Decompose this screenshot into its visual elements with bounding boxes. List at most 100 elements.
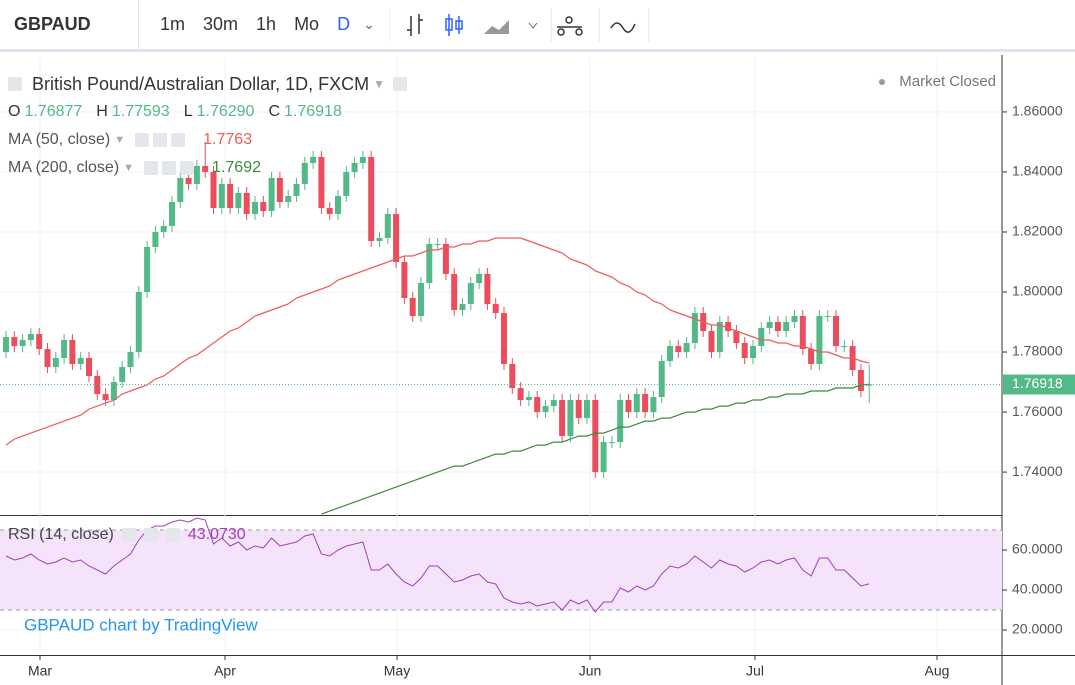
candle-body — [675, 346, 682, 353]
interval[interactable]: 1h — [256, 14, 277, 34]
gear-icon[interactable] — [162, 161, 177, 175]
candle-body — [351, 162, 358, 172]
candle-body — [69, 340, 76, 365]
candle-body — [758, 328, 765, 347]
indicators-icon[interactable] — [556, 15, 583, 36]
interval[interactable]: 30m — [203, 14, 239, 34]
status-dot — [879, 79, 885, 85]
interval[interactable]: 1m — [160, 14, 186, 34]
candle-body — [235, 192, 242, 208]
toolbar: GBPAUD 1m 30m 1h Mo D ⌄ — [0, 0, 1075, 52]
rsi-name: RSI (14, close) — [8, 526, 114, 543]
candle-body — [260, 201, 267, 211]
candle-body — [152, 231, 159, 247]
ohlc-value: 1.77593 — [111, 103, 170, 120]
candle-body — [550, 400, 557, 407]
y-tick-label: 1.78000 — [1012, 343, 1063, 359]
close-icon[interactable] — [180, 161, 195, 175]
interval[interactable]: D — [337, 14, 351, 34]
candle-body — [791, 316, 798, 323]
intervals: 1m 30m 1h Mo D — [139, 14, 359, 35]
eye-icon[interactable] — [135, 133, 150, 147]
candle-body — [36, 334, 43, 350]
candle-body — [359, 156, 366, 163]
candle-body — [243, 192, 250, 214]
candle-body — [61, 340, 68, 359]
candle-body — [393, 213, 400, 262]
candle-body — [409, 298, 416, 317]
candle-body — [517, 388, 524, 401]
candle-body — [592, 400, 599, 473]
y-tick-label: 1.86000 — [1012, 103, 1063, 119]
candle-body — [135, 292, 142, 353]
candle-body — [252, 201, 258, 214]
rsi-value: 43.0730 — [187, 526, 246, 543]
candle-body — [617, 400, 624, 443]
chevron: ▼ — [114, 134, 126, 146]
candle-body — [301, 162, 308, 184]
area-icon[interactable] — [483, 19, 509, 34]
candle-body — [3, 337, 9, 353]
candle-body — [716, 322, 723, 353]
candle-body — [808, 349, 815, 365]
candle-body — [27, 334, 34, 341]
last-price-box — [1003, 374, 1075, 395]
y-tick-label: 1.74000 — [1012, 463, 1063, 479]
close-icon[interactable] — [171, 133, 186, 147]
candle-body — [467, 282, 474, 305]
candle-body — [102, 394, 109, 401]
x-tick-label: Mar — [28, 663, 52, 679]
bars-icon[interactable] — [406, 13, 423, 36]
close-icon[interactable] — [165, 528, 180, 542]
candle-body — [833, 316, 839, 347]
candle-body — [276, 177, 283, 202]
candle-body — [725, 322, 732, 332]
candle-body — [824, 316, 831, 318]
x-tick-label: Jul — [746, 663, 764, 679]
ma-value: 1.7692 — [212, 159, 261, 176]
candle-body — [575, 400, 582, 419]
ohlc-label: L — [183, 103, 193, 120]
gear-icon[interactable] — [143, 528, 158, 542]
candle-body — [525, 397, 532, 401]
x-tick-label: Jun — [579, 663, 602, 679]
gear-icon[interactable] — [153, 133, 168, 147]
candle-body — [310, 156, 317, 163]
chevron[interactable]: ⌄ — [363, 16, 375, 32]
y-tick-label: 20.0000 — [1012, 621, 1063, 637]
watermark[interactable]: GBPAUD chart by TradingView — [24, 615, 258, 634]
candle-body — [335, 195, 341, 214]
eye-icon[interactable] — [121, 528, 136, 542]
x-tick-label: May — [384, 663, 410, 679]
candle-body — [799, 316, 806, 350]
x-tick-label: Apr — [214, 663, 236, 679]
candle-body — [625, 400, 632, 413]
chart-title: British Pound/Australian Dollar, 1D, FXC… — [32, 74, 370, 94]
compare-icon[interactable] — [610, 21, 636, 33]
ma-line — [5, 237, 870, 446]
rsi-legend: RSI (14, close) 43.0730 — [8, 526, 246, 544]
candle-body — [127, 352, 134, 368]
candle-body — [326, 207, 333, 214]
symbol[interactable]: GBPAUD — [0, 0, 139, 49]
ma-name: MA (50, close) — [8, 131, 111, 148]
eye-icon[interactable] — [393, 77, 408, 91]
candle-body — [185, 177, 192, 184]
candle-body — [633, 394, 640, 413]
ohlc-label: C — [268, 103, 281, 120]
candles-icon[interactable] — [445, 13, 463, 36]
candle-body — [559, 400, 566, 437]
candle-body — [94, 376, 101, 395]
candle-body — [384, 213, 391, 238]
candle-body — [642, 394, 649, 413]
eye-icon[interactable] — [144, 161, 159, 175]
chevron[interactable] — [528, 22, 538, 29]
candle-body — [484, 273, 491, 305]
toolbar-icons — [388, 7, 650, 42]
candle-body — [857, 370, 864, 392]
candle-body — [318, 156, 325, 208]
candle-body — [368, 156, 375, 241]
candle-body — [19, 340, 26, 347]
candle-body — [509, 364, 516, 389]
interval[interactable]: Mo — [294, 14, 320, 34]
